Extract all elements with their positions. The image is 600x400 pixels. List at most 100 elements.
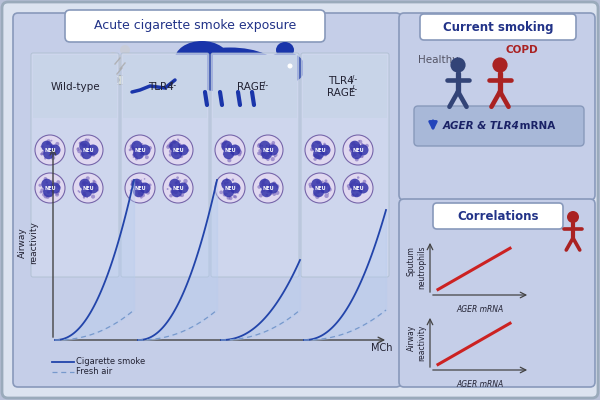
Circle shape — [140, 154, 142, 156]
Circle shape — [73, 173, 103, 203]
Circle shape — [169, 184, 172, 187]
Circle shape — [232, 148, 235, 151]
Circle shape — [314, 154, 317, 158]
Circle shape — [44, 194, 47, 198]
Circle shape — [353, 146, 356, 150]
Circle shape — [325, 182, 329, 186]
Circle shape — [358, 144, 368, 156]
Circle shape — [50, 145, 55, 150]
Circle shape — [224, 182, 227, 185]
Circle shape — [133, 154, 134, 156]
Circle shape — [226, 187, 228, 190]
Circle shape — [260, 152, 263, 156]
Circle shape — [141, 146, 143, 148]
Text: NEU: NEU — [262, 186, 274, 190]
Circle shape — [258, 143, 261, 146]
Circle shape — [268, 185, 271, 188]
Circle shape — [271, 141, 275, 145]
Text: mRNA: mRNA — [516, 121, 555, 131]
Circle shape — [274, 191, 277, 193]
Circle shape — [46, 139, 51, 144]
Circle shape — [166, 145, 170, 149]
Text: TLR4: TLR4 — [328, 76, 354, 86]
Circle shape — [179, 144, 181, 146]
Circle shape — [175, 184, 178, 187]
Circle shape — [223, 186, 234, 197]
Text: NEU: NEU — [352, 186, 364, 190]
Circle shape — [134, 143, 136, 144]
Circle shape — [176, 180, 179, 184]
Circle shape — [49, 151, 52, 153]
Circle shape — [343, 173, 373, 203]
Circle shape — [171, 147, 173, 149]
Circle shape — [273, 182, 275, 185]
Circle shape — [171, 186, 173, 188]
Circle shape — [363, 188, 365, 190]
Circle shape — [87, 150, 91, 154]
Circle shape — [57, 186, 61, 189]
Circle shape — [352, 188, 355, 192]
Circle shape — [322, 146, 326, 150]
Circle shape — [253, 173, 283, 203]
Circle shape — [120, 45, 130, 55]
Circle shape — [317, 187, 320, 190]
Circle shape — [130, 146, 134, 150]
Circle shape — [41, 151, 45, 155]
Circle shape — [311, 141, 322, 152]
Circle shape — [50, 140, 52, 142]
Circle shape — [222, 145, 225, 148]
Bar — [213, 55, 297, 118]
Text: -/-: -/- — [261, 80, 269, 89]
Circle shape — [180, 193, 184, 197]
Circle shape — [143, 187, 145, 189]
Circle shape — [237, 192, 239, 194]
Circle shape — [326, 146, 329, 150]
Circle shape — [135, 158, 138, 160]
Ellipse shape — [175, 41, 229, 79]
Circle shape — [319, 182, 320, 184]
Circle shape — [313, 148, 324, 159]
Circle shape — [91, 152, 94, 156]
Circle shape — [49, 150, 53, 153]
Circle shape — [275, 184, 279, 188]
Circle shape — [141, 193, 143, 196]
Circle shape — [178, 180, 181, 182]
Circle shape — [88, 182, 98, 194]
Circle shape — [259, 141, 270, 152]
Circle shape — [325, 179, 328, 182]
Circle shape — [317, 141, 320, 144]
Circle shape — [272, 182, 277, 186]
Circle shape — [55, 193, 59, 197]
Circle shape — [41, 179, 52, 190]
Circle shape — [83, 192, 86, 196]
Circle shape — [121, 52, 133, 64]
Circle shape — [181, 149, 183, 150]
Circle shape — [355, 183, 359, 187]
Circle shape — [359, 140, 362, 144]
Circle shape — [320, 182, 331, 194]
Circle shape — [238, 152, 241, 156]
Circle shape — [131, 180, 135, 184]
Circle shape — [259, 150, 263, 154]
Circle shape — [83, 157, 85, 159]
Bar — [123, 55, 207, 118]
Circle shape — [357, 148, 360, 150]
Circle shape — [360, 154, 364, 158]
Circle shape — [48, 143, 50, 145]
Circle shape — [44, 157, 46, 160]
Text: COPD: COPD — [505, 45, 538, 55]
Circle shape — [171, 186, 182, 197]
Circle shape — [317, 150, 320, 154]
Circle shape — [83, 196, 85, 199]
Circle shape — [144, 178, 145, 180]
FancyBboxPatch shape — [116, 76, 167, 84]
Circle shape — [86, 176, 90, 180]
Text: NEU: NEU — [224, 148, 236, 152]
Circle shape — [177, 157, 179, 159]
FancyBboxPatch shape — [301, 53, 389, 277]
Circle shape — [274, 144, 276, 146]
Circle shape — [271, 157, 275, 161]
Circle shape — [352, 194, 355, 197]
FancyBboxPatch shape — [211, 53, 299, 277]
Circle shape — [320, 146, 324, 149]
